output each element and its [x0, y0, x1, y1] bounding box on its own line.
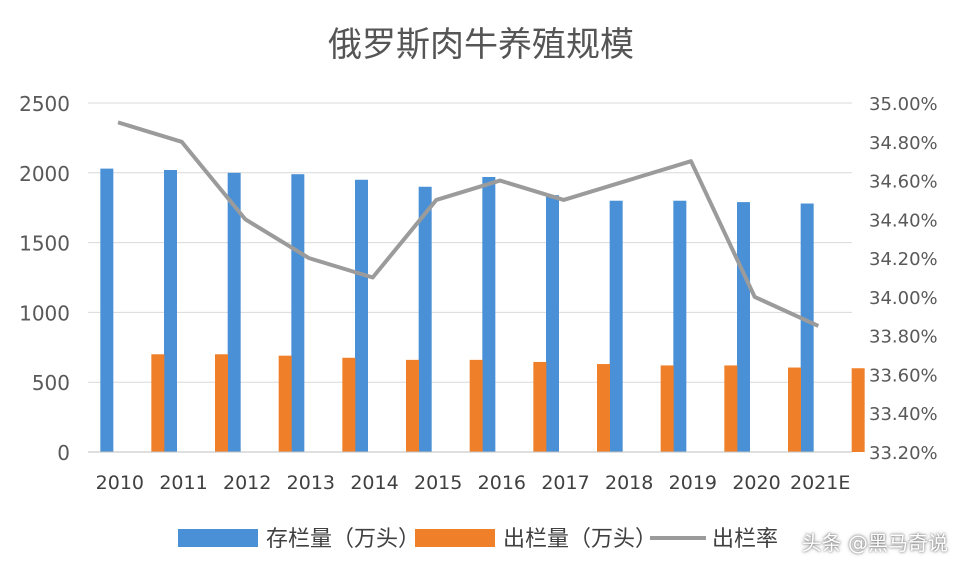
bar [164, 170, 177, 452]
x-tick-label: 2018 [605, 472, 653, 494]
legend: 存栏量（万头） 出栏量（万头） 出栏率 [178, 527, 778, 552]
y-right-tick-label: 35.00% [869, 94, 938, 115]
y-left-tick-label: 500 [32, 371, 70, 395]
bar [482, 176, 496, 452]
bar [788, 367, 801, 452]
watermark: 头条 @黑马奇说 [801, 531, 948, 555]
bar [355, 179, 368, 452]
bar [342, 357, 356, 452]
bar [533, 361, 547, 452]
y-right-tick-label: 33.40% [869, 404, 938, 425]
legend-swatch [415, 529, 495, 547]
legend-label: 出栏率 [712, 527, 778, 552]
bar [151, 354, 165, 452]
bar [724, 365, 738, 452]
bars [100, 168, 865, 453]
bar [609, 200, 623, 452]
y-left-tick-label: 2500 [19, 92, 70, 116]
x-tick-label: 2012 [223, 472, 271, 494]
chart-title: 俄罗斯肉牛养殖规模 [328, 25, 634, 65]
bar [469, 359, 483, 452]
y-right-tick-label: 34.60% [869, 172, 938, 193]
x-tick-label: 2016 [478, 472, 526, 494]
bar [418, 186, 432, 452]
bar [597, 364, 610, 452]
bar [737, 202, 750, 452]
y-right-tick-label: 34.80% [869, 133, 938, 154]
legend-label: 出栏量（万头） [503, 527, 657, 552]
bar [546, 195, 559, 453]
x-tick-label: 2010 [96, 472, 144, 494]
x-tick-label: 2020 [732, 472, 780, 494]
x-tick-label: 2015 [414, 472, 462, 494]
bar [660, 365, 674, 452]
bar [278, 355, 292, 452]
bar [800, 203, 814, 452]
y-left-tick-label: 1000 [19, 301, 70, 325]
bar [291, 174, 305, 453]
y-right-tick-label: 34.20% [869, 249, 938, 270]
bar [851, 368, 865, 452]
y-right-tick-label: 33.20% [869, 443, 938, 464]
bar [100, 168, 114, 452]
x-tick-label: 2021E [790, 472, 850, 494]
x-tick-label: 2019 [669, 472, 717, 494]
y-left-tick-label: 1500 [19, 232, 70, 256]
x-tick-label: 2011 [159, 472, 207, 494]
x-tick-label: 2014 [350, 472, 398, 494]
y-right-tick-label: 33.80% [869, 327, 938, 348]
y-left-tick-label: 2000 [19, 162, 70, 186]
bar [406, 359, 419, 452]
bar [673, 200, 687, 452]
y-right-tick-label: 34.40% [869, 210, 938, 231]
bar [227, 172, 241, 453]
bar [215, 354, 228, 452]
rate-line [117, 120, 820, 328]
y-right-tick-label: 33.60% [869, 365, 938, 386]
series-line [117, 120, 820, 328]
legend-swatch [178, 529, 258, 547]
y-left-tick-label: 0 [57, 441, 70, 465]
legend-label: 存栏量（万头） [266, 527, 420, 552]
x-tick-label: 2017 [541, 472, 589, 494]
axes: 0 500 1000 1500 2000 2500 33.20% 33.40% 33.60% 33… [19, 92, 938, 494]
x-tick-label: 2013 [287, 472, 335, 494]
y-right-tick-label: 34.00% [869, 288, 938, 309]
